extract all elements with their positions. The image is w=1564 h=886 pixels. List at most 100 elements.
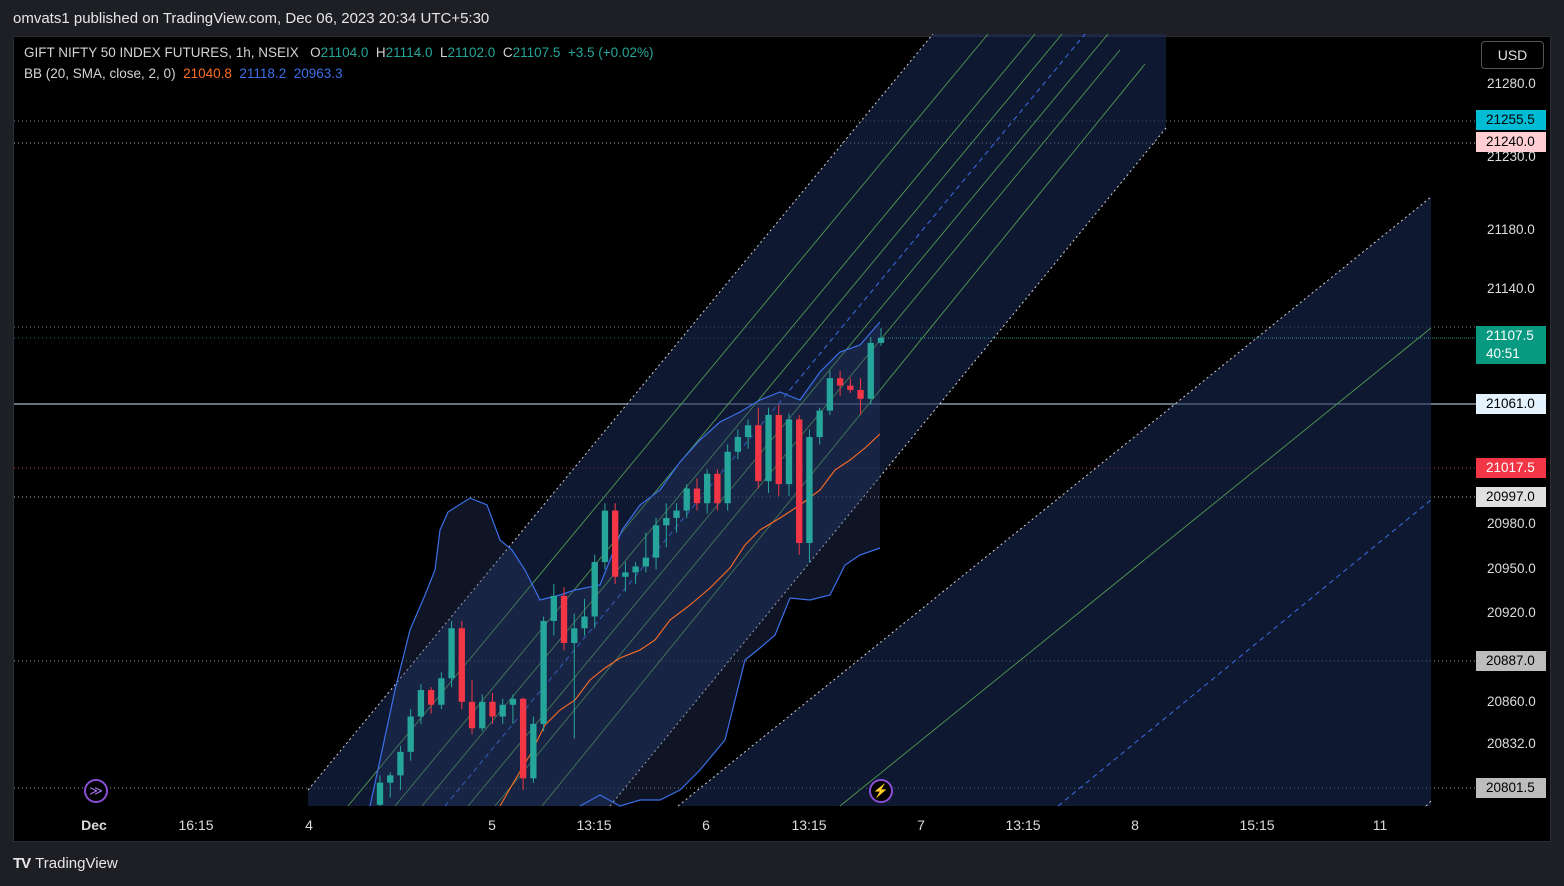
candle-up xyxy=(499,704,506,717)
candle-up xyxy=(867,342,874,399)
low-label: L xyxy=(439,45,448,60)
candle-up xyxy=(571,628,578,643)
published-header: omvats1 published on TradingView.com, De… xyxy=(0,0,1564,36)
candle-up xyxy=(591,562,598,617)
candle-up xyxy=(642,557,650,567)
candle-down xyxy=(836,378,844,386)
candle-up xyxy=(622,572,629,577)
candle-down xyxy=(427,690,435,705)
candle-up xyxy=(785,419,793,485)
x-tick: 8 xyxy=(1131,817,1139,833)
replay-icon[interactable]: ≫ xyxy=(84,779,108,803)
x-tick: 7 xyxy=(917,817,925,833)
currency-button[interactable]: USD xyxy=(1481,41,1544,69)
candle-down xyxy=(611,510,619,577)
candle-down xyxy=(796,419,803,543)
lightning-icon[interactable]: ⚡ xyxy=(869,779,893,803)
candle-up xyxy=(407,716,414,752)
close-value: 21107.5 xyxy=(512,45,561,60)
high-value: 21114.0 xyxy=(385,45,433,60)
bb-name[interactable]: BB (20, SMA, close, 2, 0) xyxy=(24,66,176,81)
candle-up xyxy=(724,451,731,504)
y-tick: 20860.0 xyxy=(1487,694,1536,709)
y-tick: 20832.0 xyxy=(1487,736,1536,751)
y-tick: 20920.0 xyxy=(1487,605,1536,620)
candle-up xyxy=(704,473,711,504)
open-value: 21104.0 xyxy=(320,45,369,60)
high-label: H xyxy=(375,45,386,60)
x-tick: 16:15 xyxy=(178,817,214,833)
price-label-21061[interactable]: 21061.0 xyxy=(1476,394,1546,414)
price-label-21240[interactable]: 21240.0 xyxy=(1476,132,1546,152)
candle-up xyxy=(652,525,660,558)
last-price-label[interactable]: 21107.5 40:51 xyxy=(1476,326,1546,364)
tradingview-wordmark: TradingView xyxy=(35,855,118,872)
bb-lower-line xyxy=(579,547,881,807)
symbol-name[interactable]: GIFT NIFTY 50 INDEX FUTURES, 1h, NSEIX xyxy=(24,45,299,60)
candle-down xyxy=(489,701,496,717)
price-label-20887[interactable]: 20887.0 xyxy=(1476,651,1546,671)
candle-down xyxy=(560,595,568,643)
candle-down xyxy=(519,698,527,779)
published-text: omvats1 published on TradingView.com, De… xyxy=(13,10,490,27)
parallel-channel-2[interactable] xyxy=(677,196,1432,807)
close-label: C xyxy=(502,45,513,60)
low-value: 21102.0 xyxy=(447,45,496,60)
bb-lower-value: 20963.3 xyxy=(293,66,343,81)
price-label-20997[interactable]: 20997.0 xyxy=(1476,487,1546,507)
candle-up xyxy=(601,510,609,563)
candle-up xyxy=(509,698,517,705)
candle-up xyxy=(663,517,670,526)
candlestick-series xyxy=(376,328,885,806)
candle-up xyxy=(376,782,384,805)
candle-up xyxy=(632,566,639,573)
candle-up xyxy=(765,414,772,482)
candle-up xyxy=(673,510,680,518)
y-tick: 21140.0 xyxy=(1487,281,1535,296)
x-tick: 11 xyxy=(1372,817,1388,833)
bb-upper-line xyxy=(369,321,881,807)
candle-up xyxy=(806,437,813,543)
price-label-21255[interactable]: 21255.5 xyxy=(1476,110,1546,130)
tradingview-branding[interactable]: TV TradingView xyxy=(13,855,118,872)
bb-upper-value: 21118.2 xyxy=(239,66,287,81)
candle-up xyxy=(734,437,742,452)
candle-up xyxy=(683,488,690,511)
candle-up xyxy=(550,595,557,621)
candle-up xyxy=(438,678,445,705)
candle-down xyxy=(468,701,476,729)
candle-up xyxy=(530,723,537,779)
open-label: O xyxy=(310,45,321,60)
price-label-20801[interactable]: 20801.5 xyxy=(1476,778,1546,798)
bb-basis-line xyxy=(499,433,881,807)
x-tick: 13:15 xyxy=(791,817,827,833)
change-value: +3.5 (+0.02%) xyxy=(567,45,654,60)
candle-up xyxy=(417,690,425,717)
price-label-21017[interactable]: 21017.5 xyxy=(1476,458,1546,478)
last-price-value: 21107.5 xyxy=(1486,328,1534,343)
x-tick: Dec xyxy=(81,817,107,833)
candle-down xyxy=(775,414,782,485)
candle-up xyxy=(387,775,394,783)
x-tick: 6 xyxy=(702,817,710,833)
tradingview-logo-icon: TV xyxy=(13,855,31,872)
candle-down xyxy=(714,473,721,504)
x-tick: 15:15 xyxy=(1239,817,1275,833)
x-tick: 13:15 xyxy=(576,817,612,833)
y-tick: 20950.0 xyxy=(1487,561,1536,576)
legend-bollinger[interactable]: BB (20, SMA, close, 2, 0) 21040.8 21118.… xyxy=(24,66,343,81)
candle-up xyxy=(816,410,823,438)
candle-up xyxy=(397,751,404,776)
candle-up xyxy=(540,620,547,724)
candle-up xyxy=(581,616,588,629)
candle-up xyxy=(826,378,834,411)
y-tick: 21230.0 xyxy=(1487,149,1536,164)
candle-up xyxy=(744,425,752,438)
candle-down xyxy=(458,628,465,702)
candle-up xyxy=(877,337,885,343)
legend-ohlc[interactable]: GIFT NIFTY 50 INDEX FUTURES, 1h, NSEIX O… xyxy=(24,45,653,60)
y-tick: 21180.0 xyxy=(1487,222,1535,237)
y-tick: 21280.0 xyxy=(1487,76,1536,91)
candle-down xyxy=(755,425,762,482)
